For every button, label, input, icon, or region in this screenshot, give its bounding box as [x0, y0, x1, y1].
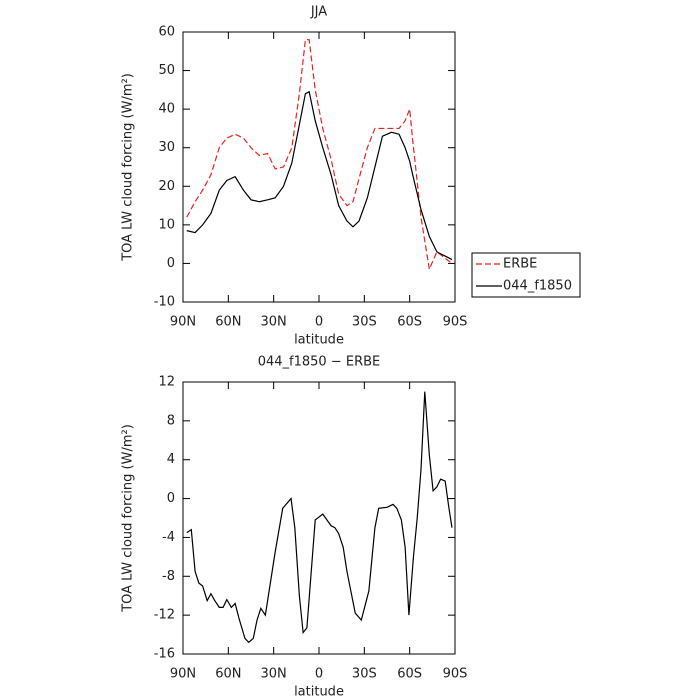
- y-tick-label: -12: [154, 608, 175, 623]
- y-tick-label: 0: [167, 491, 175, 506]
- data-line: [186, 391, 453, 644]
- y-tick-label: 50: [158, 63, 175, 78]
- plot-frame: [182, 381, 456, 655]
- y-tick-label: 30: [158, 140, 175, 155]
- y-tick-label: 4: [167, 452, 175, 467]
- x-tick-label: 30N: [261, 315, 287, 330]
- legend-label: ERBE: [503, 257, 537, 272]
- x-tick-label: 90N: [170, 315, 196, 330]
- y-tick-label: 60: [158, 25, 175, 40]
- x-tick-label: 90N: [170, 667, 196, 682]
- x-tick-label: 30N: [261, 667, 287, 682]
- x-axis-label: latitude: [294, 685, 344, 700]
- y-tick-label: 8: [167, 413, 175, 428]
- x-tick-label: 90S: [443, 667, 468, 682]
- y-axis-label: TOA LW cloud forcing (W/m²): [121, 424, 136, 613]
- chart-title: 044_f1850 − ERBE: [258, 355, 381, 370]
- y-tick-label: 10: [158, 217, 175, 232]
- y-tick-label: 20: [158, 179, 175, 194]
- x-axis-label: latitude: [294, 333, 344, 348]
- y-tick-label: 0: [167, 256, 175, 271]
- data-line: [186, 90, 453, 261]
- x-tick-label: 60N: [215, 667, 241, 682]
- x-tick-label: 0: [315, 315, 323, 330]
- x-tick-label: 90S: [443, 315, 468, 330]
- x-tick-label: 30S: [352, 315, 377, 330]
- y-tick-label: -8: [162, 569, 175, 584]
- y-axis-label: TOA LW cloud forcing (W/m²): [121, 73, 136, 262]
- x-tick-label: 60S: [397, 315, 422, 330]
- data-line: [186, 39, 453, 272]
- plot-frame: [182, 31, 456, 303]
- legend-label: 044_f1850: [503, 279, 572, 294]
- y-tick-label: -4: [162, 530, 175, 545]
- y-tick-label: -10: [154, 295, 175, 310]
- chart-title: JJA: [310, 5, 327, 20]
- x-tick-label: 30S: [352, 667, 377, 682]
- y-tick-label: -16: [154, 647, 175, 662]
- x-tick-label: 60N: [215, 315, 241, 330]
- x-tick-label: 0: [315, 667, 323, 682]
- y-tick-label: 40: [158, 102, 175, 117]
- x-tick-label: 60S: [397, 667, 422, 682]
- y-tick-label: 12: [158, 375, 175, 390]
- legend-box: [471, 252, 581, 298]
